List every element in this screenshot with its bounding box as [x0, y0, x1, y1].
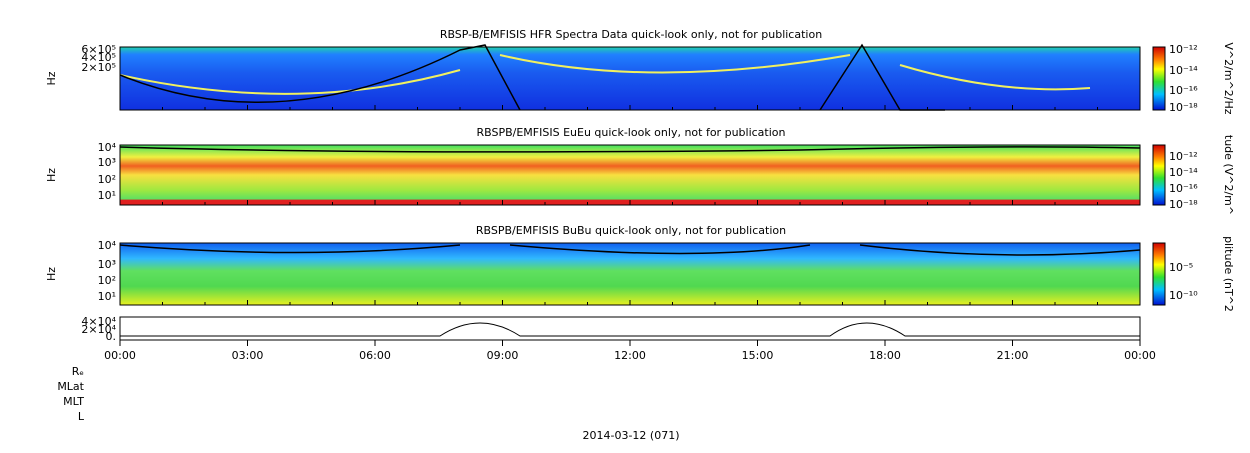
ephemeris-label: MLat: [57, 380, 84, 393]
x-tick-label: 09:00: [487, 349, 519, 362]
y-tick-label: 10²: [98, 274, 116, 287]
ephemeris-label: L: [78, 410, 85, 423]
x-tick-label: 00:00: [104, 349, 136, 362]
y-axis-label: Hz: [45, 168, 58, 182]
y-tick-label: 10²: [98, 173, 116, 186]
colorbar-tick-label: 10⁻¹⁸: [1169, 101, 1198, 114]
colorbar-tick-label: 10⁻¹⁴: [1169, 166, 1198, 179]
y-tick-label: 10¹: [98, 189, 116, 202]
ephemeris-label: Rₑ: [72, 365, 84, 378]
colorbar-tick-label: 10⁻¹²: [1169, 43, 1198, 56]
x-tick-label: 15:00: [742, 349, 774, 362]
y-tick-label: 10³: [98, 258, 116, 271]
y-tick-label: 4×10⁵: [81, 51, 116, 64]
colorbar-tick-label: 10⁻¹⁶: [1169, 84, 1198, 97]
x-tick-label: 12:00: [614, 349, 646, 362]
spectrogram-images: [119, 43, 1166, 341]
panel-title: RBSP-B/EMFISIS HFR Spectra Data quick-lo…: [440, 28, 822, 41]
y-tick-label: 10³: [98, 156, 116, 169]
x-tick-label: 18:00: [869, 349, 901, 362]
colorbar-label: V^2/m^2/Hz: [1222, 42, 1235, 114]
y-tick-label: 2×10⁴: [81, 323, 116, 336]
date-label: 2014-03-12 (071): [582, 429, 679, 442]
y-tick-label: 4×10⁴: [81, 315, 116, 328]
y-tick-label: 6×10⁵: [81, 43, 116, 56]
y-tick-label: 2×10⁵: [81, 61, 116, 74]
colorbar-label: plitude (nT^2: [1222, 236, 1235, 312]
x-tick-label: 00:00: [1124, 349, 1156, 362]
colorbar-tick-label: 10⁻¹⁸: [1169, 198, 1198, 211]
colorbar-tick-label: 10⁻¹⁰: [1169, 289, 1198, 302]
x-tick-label: 06:00: [359, 349, 391, 362]
panel-title: RBSPB/EMFISIS EuEu quick-look only, not …: [476, 126, 785, 139]
panel-title: RBSPB/EMFISIS BuBu quick-look only, not …: [476, 224, 786, 237]
y-tick-label: 10⁴: [98, 239, 117, 252]
y-axis-label: Hz: [45, 71, 58, 85]
colorbar-tick-label: 10⁻¹²: [1169, 150, 1198, 163]
y-tick-label: 10¹: [98, 290, 116, 303]
y-axis-label: Hz: [45, 267, 58, 281]
y-tick-label: 10⁴: [98, 141, 117, 154]
x-tick-label: 21:00: [997, 349, 1029, 362]
x-tick-label: 03:00: [232, 349, 264, 362]
ephemeris-label: MLT: [63, 395, 84, 408]
y-tick-label: 0.: [106, 330, 117, 343]
colorbar-label: tude (V^2/m^: [1222, 135, 1235, 215]
colorbar-tick-label: 10⁻⁵: [1169, 261, 1193, 274]
colorbar-tick-label: 10⁻¹⁶: [1169, 182, 1198, 195]
colorbar-tick-label: 10⁻¹⁴: [1169, 64, 1198, 77]
